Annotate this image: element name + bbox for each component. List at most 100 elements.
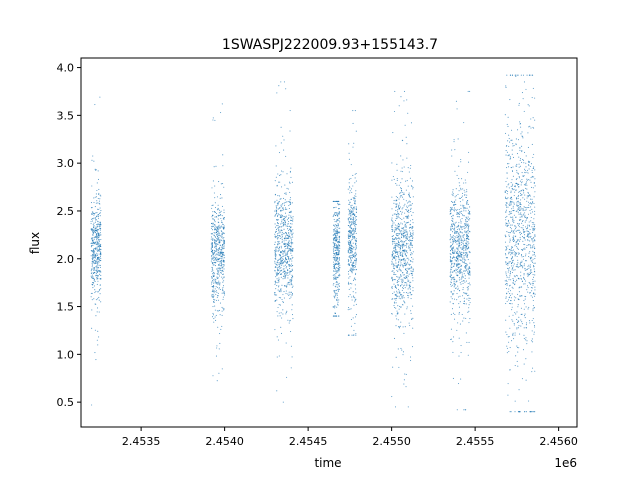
data-point [352, 263, 354, 265]
data-point [404, 277, 406, 280]
data-point [276, 185, 278, 187]
data-point [211, 207, 213, 209]
data-point [224, 257, 226, 259]
data-point [220, 213, 222, 216]
data-point [274, 200, 276, 203]
data-point [520, 249, 523, 251]
data-point [90, 246, 92, 248]
data-point [93, 298, 95, 300]
data-point [291, 294, 293, 296]
data-point [278, 266, 280, 268]
data-point [525, 187, 527, 189]
data-point [285, 252, 287, 254]
data-point [406, 250, 408, 252]
data-point [333, 200, 335, 202]
data-point [512, 207, 514, 209]
data-point [98, 240, 100, 242]
data-point [522, 349, 525, 351]
data-point [529, 202, 531, 205]
data-point [100, 239, 102, 241]
data-point [334, 230, 336, 232]
data-point [407, 232, 409, 234]
data-point [283, 202, 285, 204]
data-point [467, 288, 469, 290]
data-point [512, 279, 514, 281]
data-point [393, 257, 396, 260]
data-point [278, 286, 280, 288]
data-point [352, 254, 354, 256]
data-point [99, 264, 101, 266]
data-point [283, 228, 285, 230]
data-point [508, 277, 510, 279]
data-point [520, 275, 522, 277]
data-point [522, 136, 524, 138]
data-point [283, 275, 285, 277]
data-point [522, 210, 524, 212]
data-point [397, 276, 399, 278]
data-point [516, 184, 519, 186]
data-point [449, 275, 451, 277]
data-point [397, 238, 399, 240]
data-point [91, 250, 93, 252]
data-point [97, 344, 99, 346]
data-point [526, 244, 528, 247]
data-point [355, 224, 357, 226]
data-point [355, 279, 357, 281]
data-point [350, 205, 352, 207]
data-point [527, 146, 529, 148]
data-point [525, 88, 527, 90]
data-point [511, 246, 513, 248]
data-point [292, 220, 294, 222]
data-point [463, 215, 465, 217]
data-point [527, 195, 530, 197]
data-point [526, 200, 528, 202]
data-point [91, 238, 93, 240]
data-point [520, 325, 522, 327]
data-point [510, 185, 512, 187]
data-point [352, 197, 354, 199]
data-point [210, 251, 212, 253]
data-point [96, 265, 98, 267]
data-point [531, 74, 533, 76]
data-point [347, 259, 349, 261]
data-point [391, 262, 393, 264]
data-point [212, 204, 214, 206]
data-point [456, 231, 459, 233]
data-point [510, 263, 513, 265]
data-point [335, 267, 337, 269]
data-point [512, 218, 514, 220]
data-point [284, 212, 287, 214]
data-point [222, 257, 224, 259]
data-point [349, 201, 351, 203]
data-point [275, 145, 277, 147]
data-point [462, 214, 464, 216]
data-point [453, 286, 455, 288]
data-point [350, 221, 352, 223]
data-point [458, 177, 460, 180]
data-point [527, 226, 529, 228]
data-point [347, 218, 349, 220]
data-point [399, 258, 401, 260]
data-point [453, 204, 456, 206]
data-point [511, 253, 513, 255]
data-point [91, 309, 93, 311]
data-point [98, 288, 101, 291]
data-point [99, 225, 101, 227]
data-point [93, 249, 95, 251]
data-point [278, 247, 281, 249]
data-point [408, 247, 410, 249]
data-point [506, 172, 508, 174]
data-point [288, 225, 291, 227]
data-point [282, 262, 284, 264]
data-point [451, 249, 453, 251]
data-point [518, 347, 520, 349]
data-point [457, 271, 459, 273]
data-point [216, 249, 218, 251]
plot-frame [80, 57, 578, 428]
data-point [514, 332, 516, 334]
data-point [528, 264, 530, 266]
data-point [519, 206, 521, 208]
data-point [398, 246, 400, 248]
data-point [409, 288, 411, 290]
data-point [90, 221, 92, 223]
